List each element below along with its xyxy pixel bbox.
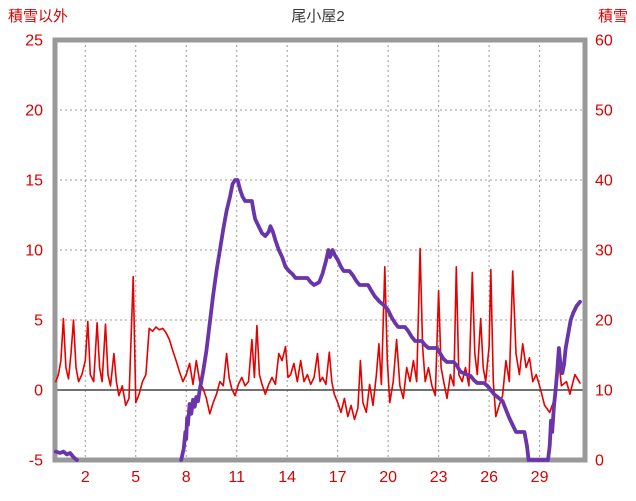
y-left-tick-labels: 25 20 15 10 5 0 -5 — [25, 33, 43, 470]
svg-text:10: 10 — [595, 383, 613, 400]
svg-text:30: 30 — [595, 243, 613, 260]
svg-text:25: 25 — [25, 33, 43, 50]
svg-text:26: 26 — [480, 469, 498, 486]
svg-text:5: 5 — [34, 313, 43, 330]
svg-text:-5: -5 — [29, 453, 43, 470]
plot-border — [52, 37, 588, 463]
svg-text:5: 5 — [131, 469, 140, 486]
svg-text:2: 2 — [81, 469, 90, 486]
svg-text:20: 20 — [25, 103, 43, 120]
h-gridlines — [55, 109, 585, 321]
svg-text:17: 17 — [329, 469, 347, 486]
svg-text:20: 20 — [595, 313, 613, 330]
svg-text:50: 50 — [595, 103, 613, 120]
purple-series-line — [53, 178, 582, 462]
svg-text:40: 40 — [595, 173, 613, 190]
chart-title: 尾小屋2 — [291, 8, 345, 25]
svg-text:11: 11 — [228, 469, 245, 486]
svg-text:10: 10 — [25, 243, 43, 260]
y-right-tick-labels: 60 50 40 30 20 10 0 — [595, 33, 613, 470]
svg-text:8: 8 — [182, 469, 191, 486]
svg-text:14: 14 — [278, 469, 296, 486]
svg-text:60: 60 — [595, 33, 613, 50]
svg-text:23: 23 — [430, 469, 448, 486]
svg-text:20: 20 — [379, 469, 397, 486]
svg-text:0: 0 — [34, 383, 43, 400]
x-tick-labels: 2 5 8 11 14 17 20 23 26 29 — [81, 469, 549, 486]
red-series-line — [55, 247, 581, 421]
left-axis-title: 積雪以外 — [8, 8, 69, 25]
svg-text:29: 29 — [531, 469, 549, 486]
right-axis-title: 積雪 — [597, 8, 628, 25]
svg-text:0: 0 — [595, 453, 604, 470]
svg-text:15: 15 — [25, 173, 43, 190]
